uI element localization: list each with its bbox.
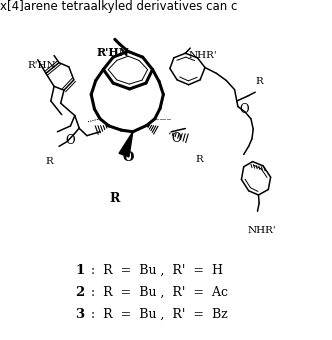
Text: 2: 2 [75, 286, 85, 299]
Text: R'HN: R'HN [97, 47, 129, 58]
Text: :  R  =  Bu ,  R'  =  Bz: : R = Bu , R' = Bz [87, 307, 228, 321]
Text: O: O [171, 132, 181, 145]
Text: :  R  =  Bu ,  R'  =  Ac: : R = Bu , R' = Ac [87, 286, 228, 299]
Text: NHR': NHR' [248, 225, 276, 235]
Text: O: O [122, 151, 133, 164]
Text: O: O [65, 134, 75, 147]
Polygon shape [119, 132, 133, 157]
Text: R'HN: R'HN [28, 61, 56, 70]
Text: R: R [110, 192, 120, 205]
Text: NHR': NHR' [189, 51, 217, 60]
Text: O: O [239, 103, 249, 116]
Text: R: R [45, 157, 53, 166]
Text: 1: 1 [75, 264, 85, 277]
Text: R: R [195, 155, 203, 164]
Text: :  R  =  Bu ,  R'  =  H: : R = Bu , R' = H [87, 264, 223, 277]
Text: R: R [256, 77, 264, 86]
Text: x[4]arene tetraalkyled derivatives can c: x[4]arene tetraalkyled derivatives can c [0, 0, 237, 13]
Text: 3: 3 [75, 307, 85, 321]
